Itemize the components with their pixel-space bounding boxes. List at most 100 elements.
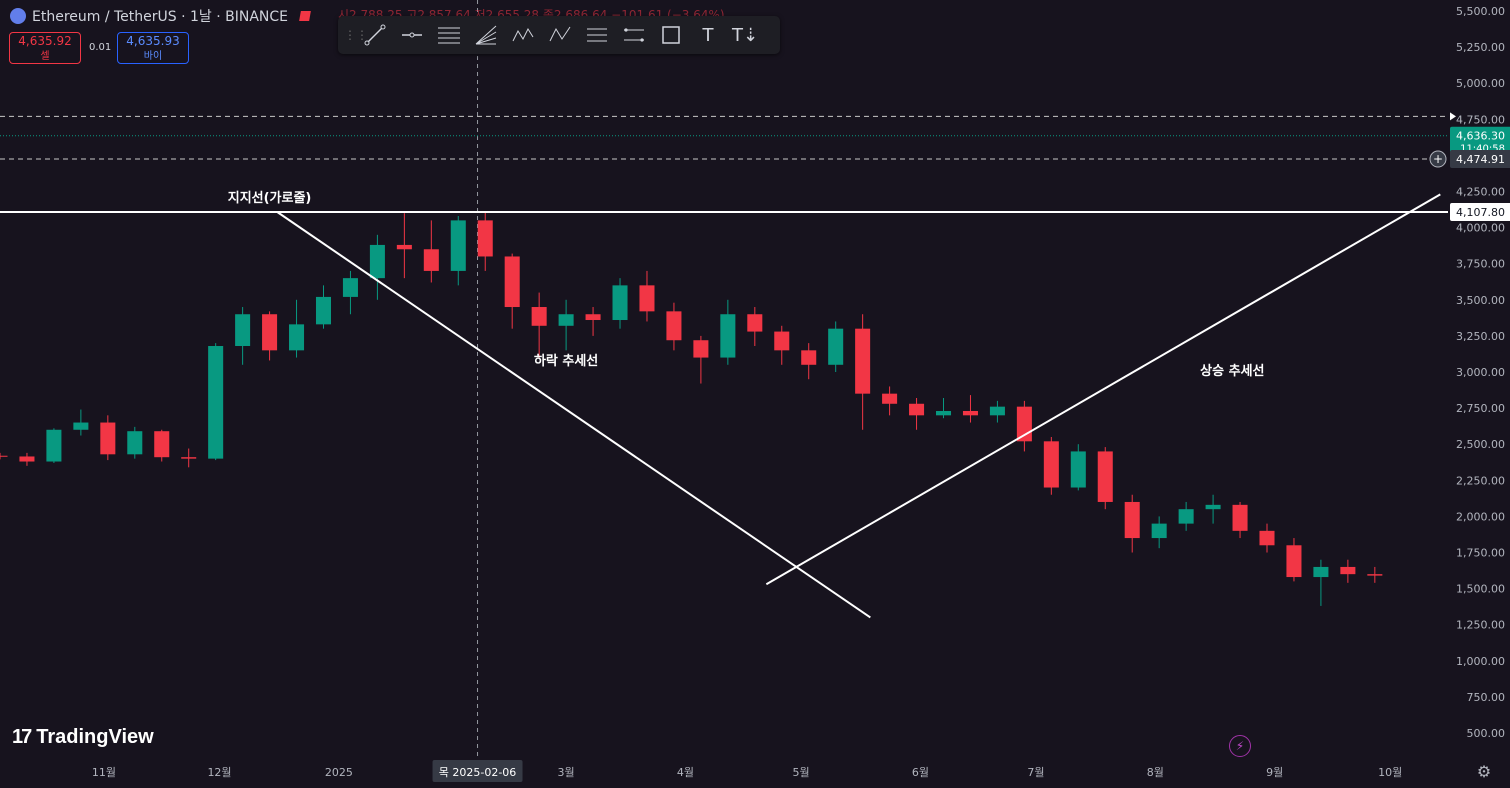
- up-trend-label: 상승 추세선: [1200, 363, 1264, 379]
- bullish-candle: [558, 314, 574, 326]
- bearish-candle: [962, 410, 978, 416]
- bearish-candle: [181, 457, 197, 459]
- bullish-candle: [612, 285, 628, 321]
- x-tick-label: 12월: [207, 766, 231, 779]
- bullish-candle: [720, 314, 736, 358]
- symbol-title[interactable]: Ethereum / TetherUS · 1날 · BINANCE: [32, 9, 289, 25]
- tradingview-logo[interactable]: 17 TradingView: [12, 726, 154, 749]
- x-tick-label: 6월: [912, 766, 929, 779]
- bearish-candle: [855, 328, 871, 394]
- x-tick-label: 7월: [1027, 766, 1044, 779]
- bullish-candle: [46, 429, 62, 462]
- y-tick-label: 750.00: [1467, 691, 1506, 704]
- bearish-candle: [1286, 545, 1302, 578]
- buy-label: 바이: [143, 51, 163, 62]
- x-tick-label: 10월: [1378, 766, 1402, 779]
- bearish-candle: [747, 314, 763, 332]
- bearish-candle: [801, 350, 817, 365]
- bearish-candle: [262, 314, 278, 351]
- date-range-icon[interactable]: [619, 20, 649, 50]
- support-label: 지지선(가로줄): [228, 190, 312, 206]
- bearish-candle: [693, 340, 709, 358]
- bullish-candle: [315, 296, 332, 325]
- bearish-candle: [477, 220, 493, 257]
- bullish-candle: [73, 422, 89, 430]
- bullish-candle: [235, 314, 251, 347]
- xabcd-pattern-icon[interactable]: [508, 20, 538, 50]
- y-tick-label: 2,500.00: [1456, 438, 1505, 451]
- sell-button[interactable]: 4,635.92 셀: [9, 32, 81, 64]
- x-tick-label: 11월: [92, 766, 116, 779]
- tradingview-name: TradingView: [36, 726, 154, 748]
- bearish-candle: [19, 456, 35, 462]
- symbol-header[interactable]: Ethereum / TetherUS · 1날 · BINANCE: [10, 6, 311, 26]
- trend-line-icon[interactable]: [360, 20, 390, 50]
- bearish-candle: [1124, 501, 1140, 539]
- x-tick-label: 8월: [1147, 766, 1164, 779]
- crosshair-date-label: 목 2025-02-06: [439, 766, 517, 779]
- drag-handle-icon[interactable]: ⋮⋮: [344, 28, 368, 42]
- bearish-candle: [882, 393, 898, 404]
- x-tick-label: 2025: [325, 766, 353, 779]
- x-tick-label: 9월: [1266, 766, 1283, 779]
- rectangle-icon[interactable]: [656, 20, 686, 50]
- flag-icon[interactable]: [299, 11, 311, 21]
- bearish-candle: [909, 403, 925, 416]
- lightning-icon[interactable]: ⚡: [1229, 735, 1251, 757]
- y-tick-label: 4,750.00: [1456, 113, 1505, 126]
- parallel-lines-icon[interactable]: [434, 20, 464, 50]
- y-tick-label: 4,250.00: [1456, 186, 1505, 199]
- bullish-candle: [450, 220, 466, 271]
- support-price-label: 4,107.80: [1456, 206, 1505, 219]
- bullish-candle: [369, 244, 385, 279]
- y-tick-label: 5,250.00: [1456, 41, 1505, 54]
- bearish-candle: [639, 285, 655, 312]
- bearish-candle: [585, 314, 601, 321]
- drawing-toolbar: ⋮⋮ T T⇣: [338, 16, 780, 54]
- bearish-candle: [531, 307, 547, 326]
- countdown-label: 11:40:58: [1460, 144, 1505, 155]
- price-range-icon[interactable]: [582, 20, 612, 50]
- sell-price: 4,635.92: [18, 34, 72, 48]
- bullish-candle: [1070, 451, 1086, 488]
- bearish-candle: [504, 256, 520, 308]
- bullish-candle: [1151, 523, 1167, 539]
- y-tick-label: 5,000.00: [1456, 77, 1505, 90]
- tradingview-mark-icon: 17: [12, 726, 32, 748]
- bearish-candle: [774, 331, 790, 351]
- fib-fan-icon[interactable]: [471, 20, 501, 50]
- bullish-candle: [1313, 566, 1329, 578]
- level-marker-icon: [1450, 112, 1456, 121]
- x-tick-label: 5월: [792, 766, 809, 779]
- bearish-candle: [1232, 504, 1248, 531]
- y-tick-label: 2,750.00: [1456, 402, 1505, 415]
- y-tick-label: 500.00: [1467, 727, 1506, 740]
- anchored-text-icon[interactable]: T⇣: [731, 24, 759, 46]
- current-price-label: 4,636.30: [1456, 130, 1505, 143]
- y-tick-label: 2,250.00: [1456, 474, 1505, 487]
- bearish-candle: [423, 249, 439, 271]
- add-alert-icon: [1429, 150, 1447, 168]
- text-icon[interactable]: T: [702, 24, 714, 46]
- buy-button[interactable]: 4,635.93 바이: [117, 32, 189, 64]
- bearish-candle: [154, 431, 170, 458]
- gear-icon[interactable]: ⚙: [1476, 762, 1492, 781]
- y-tick-label: 3,750.00: [1456, 258, 1505, 271]
- hover-price-box: [1450, 150, 1510, 169]
- y-tick-label: 1,500.00: [1456, 583, 1505, 596]
- down-trendline: [276, 211, 871, 619]
- x-tick-label: 4월: [677, 766, 694, 779]
- bullish-candle: [289, 324, 305, 351]
- x-tick-label: 3월: [558, 766, 575, 779]
- bullish-candle: [127, 431, 143, 455]
- y-tick-label: 3,500.00: [1456, 294, 1505, 307]
- plus-icon: +: [1433, 152, 1443, 166]
- bearish-candle: [1367, 574, 1383, 576]
- y-tick-label: 3,250.00: [1456, 330, 1505, 343]
- horizontal-ray-icon[interactable]: [397, 20, 427, 50]
- y-tick-label: 1,000.00: [1456, 655, 1505, 668]
- hover-price-label: 4,474.91: [1456, 153, 1505, 166]
- down-trend-label: 하락 추세선: [534, 353, 598, 369]
- abcd-pattern-icon[interactable]: [545, 20, 575, 50]
